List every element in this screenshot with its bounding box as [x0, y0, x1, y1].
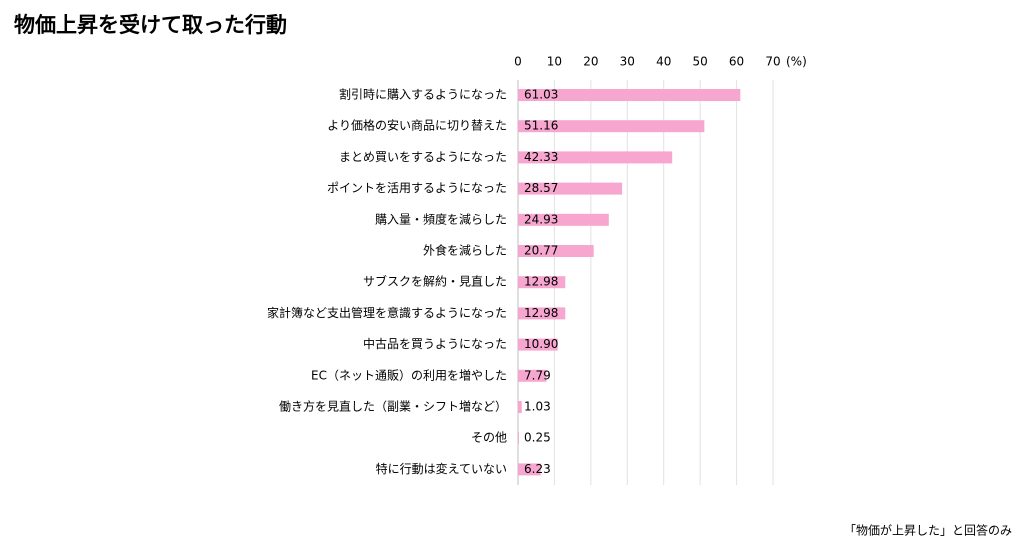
value-label: 61.03 [524, 88, 558, 102]
category-label: 割引時に購入するようになった [339, 87, 507, 102]
value-label: 51.16 [524, 119, 558, 133]
chart-title: 物価上昇を受けて取った行動 [14, 13, 287, 37]
x-tick-label: 70 [765, 55, 780, 69]
category-label: ポイントを活用するようになった [327, 181, 507, 195]
value-label: 6.23 [524, 462, 551, 476]
value-label: 10.90 [524, 337, 558, 351]
bar [518, 151, 673, 164]
bar [518, 276, 566, 289]
value-label: 42.33 [524, 150, 558, 164]
bar [518, 213, 609, 226]
category-label: より価格の安い商品に切り替えた [327, 118, 507, 133]
category-label: サブスクを解約・見直した [363, 274, 507, 289]
value-label: 24.93 [524, 212, 558, 226]
category-label: 中古品を買うようになった [363, 336, 507, 351]
x-tick-label: 0 [514, 55, 522, 69]
value-label: 12.98 [524, 275, 558, 289]
category-label: 家計簿など支出管理を意識するようになった [267, 305, 507, 320]
x-tick-label: 10 [547, 55, 562, 69]
category-label: 外食を減らした [423, 243, 507, 258]
x-unit: (%) [786, 55, 807, 69]
footnote: 「物価が上昇した」と回答のみ [844, 523, 1012, 538]
value-label: 0.25 [524, 431, 551, 445]
value-label: 28.57 [524, 181, 558, 195]
x-tick-label: 20 [583, 55, 598, 69]
value-label: 20.77 [524, 244, 558, 258]
x-tick-label: 30 [620, 55, 635, 69]
bar [518, 182, 623, 195]
category-label: まとめ買いをするようになった [339, 150, 507, 164]
category-label: 特に行動は変えていない [376, 461, 507, 476]
bar [518, 89, 741, 101]
x-tick-label: 50 [693, 55, 708, 69]
x-tick-label: 60 [729, 55, 744, 69]
bar [518, 307, 566, 320]
bar [518, 401, 522, 413]
category-label: EC（ネット通販）の利用を増やした [311, 368, 507, 382]
category-label: 働き方を見直した（副業・シフト増など） [279, 399, 507, 414]
bar [518, 432, 519, 445]
bar [518, 463, 541, 476]
value-label: 12.98 [524, 306, 558, 320]
bar [518, 120, 705, 133]
bar [518, 369, 547, 382]
bar [518, 338, 558, 351]
x-tick-label: 40 [656, 55, 671, 69]
category-label: その他 [471, 431, 507, 445]
category-label: 購入量・頻度を減らした [375, 211, 507, 226]
value-label: 1.03 [524, 400, 551, 414]
value-label: 7.79 [524, 368, 551, 382]
bar [518, 245, 594, 257]
